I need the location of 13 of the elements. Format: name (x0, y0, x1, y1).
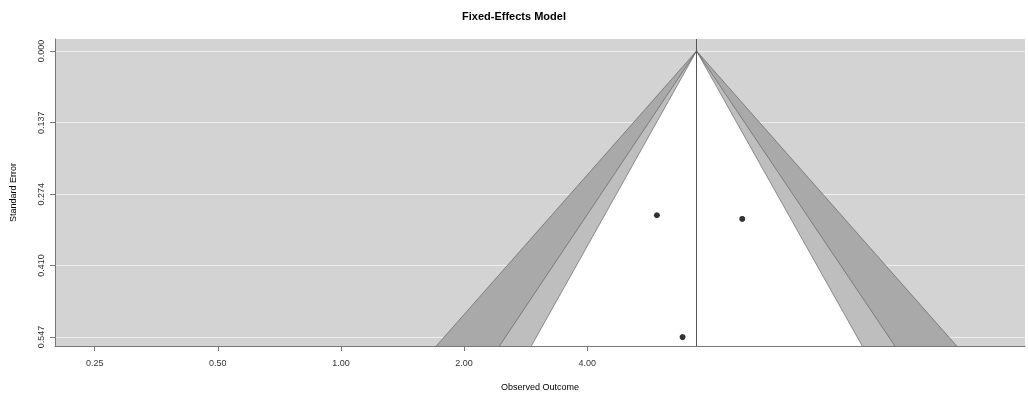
x-tick-label: 0.25 (85, 357, 104, 368)
y-tick-label: 0.547 (35, 325, 46, 349)
y-tick-label: 0.410 (35, 254, 46, 277)
y-axis-title: Standard Error (7, 162, 18, 223)
x-axis-title: Observed Outcome (500, 381, 580, 392)
x-tick-label: 0.50 (209, 357, 227, 368)
y-tick-label: 0.137 (35, 111, 46, 134)
x-tick-label: 2.00 (455, 357, 473, 368)
x-tick-label: 4.00 (578, 357, 597, 368)
y-tick-label: 0.000 (35, 39, 46, 63)
chart-title: Fixed-Effects Model (462, 9, 566, 22)
x-tick-label: 1.00 (332, 357, 350, 368)
y-tick-label: 0.274 (35, 183, 46, 206)
